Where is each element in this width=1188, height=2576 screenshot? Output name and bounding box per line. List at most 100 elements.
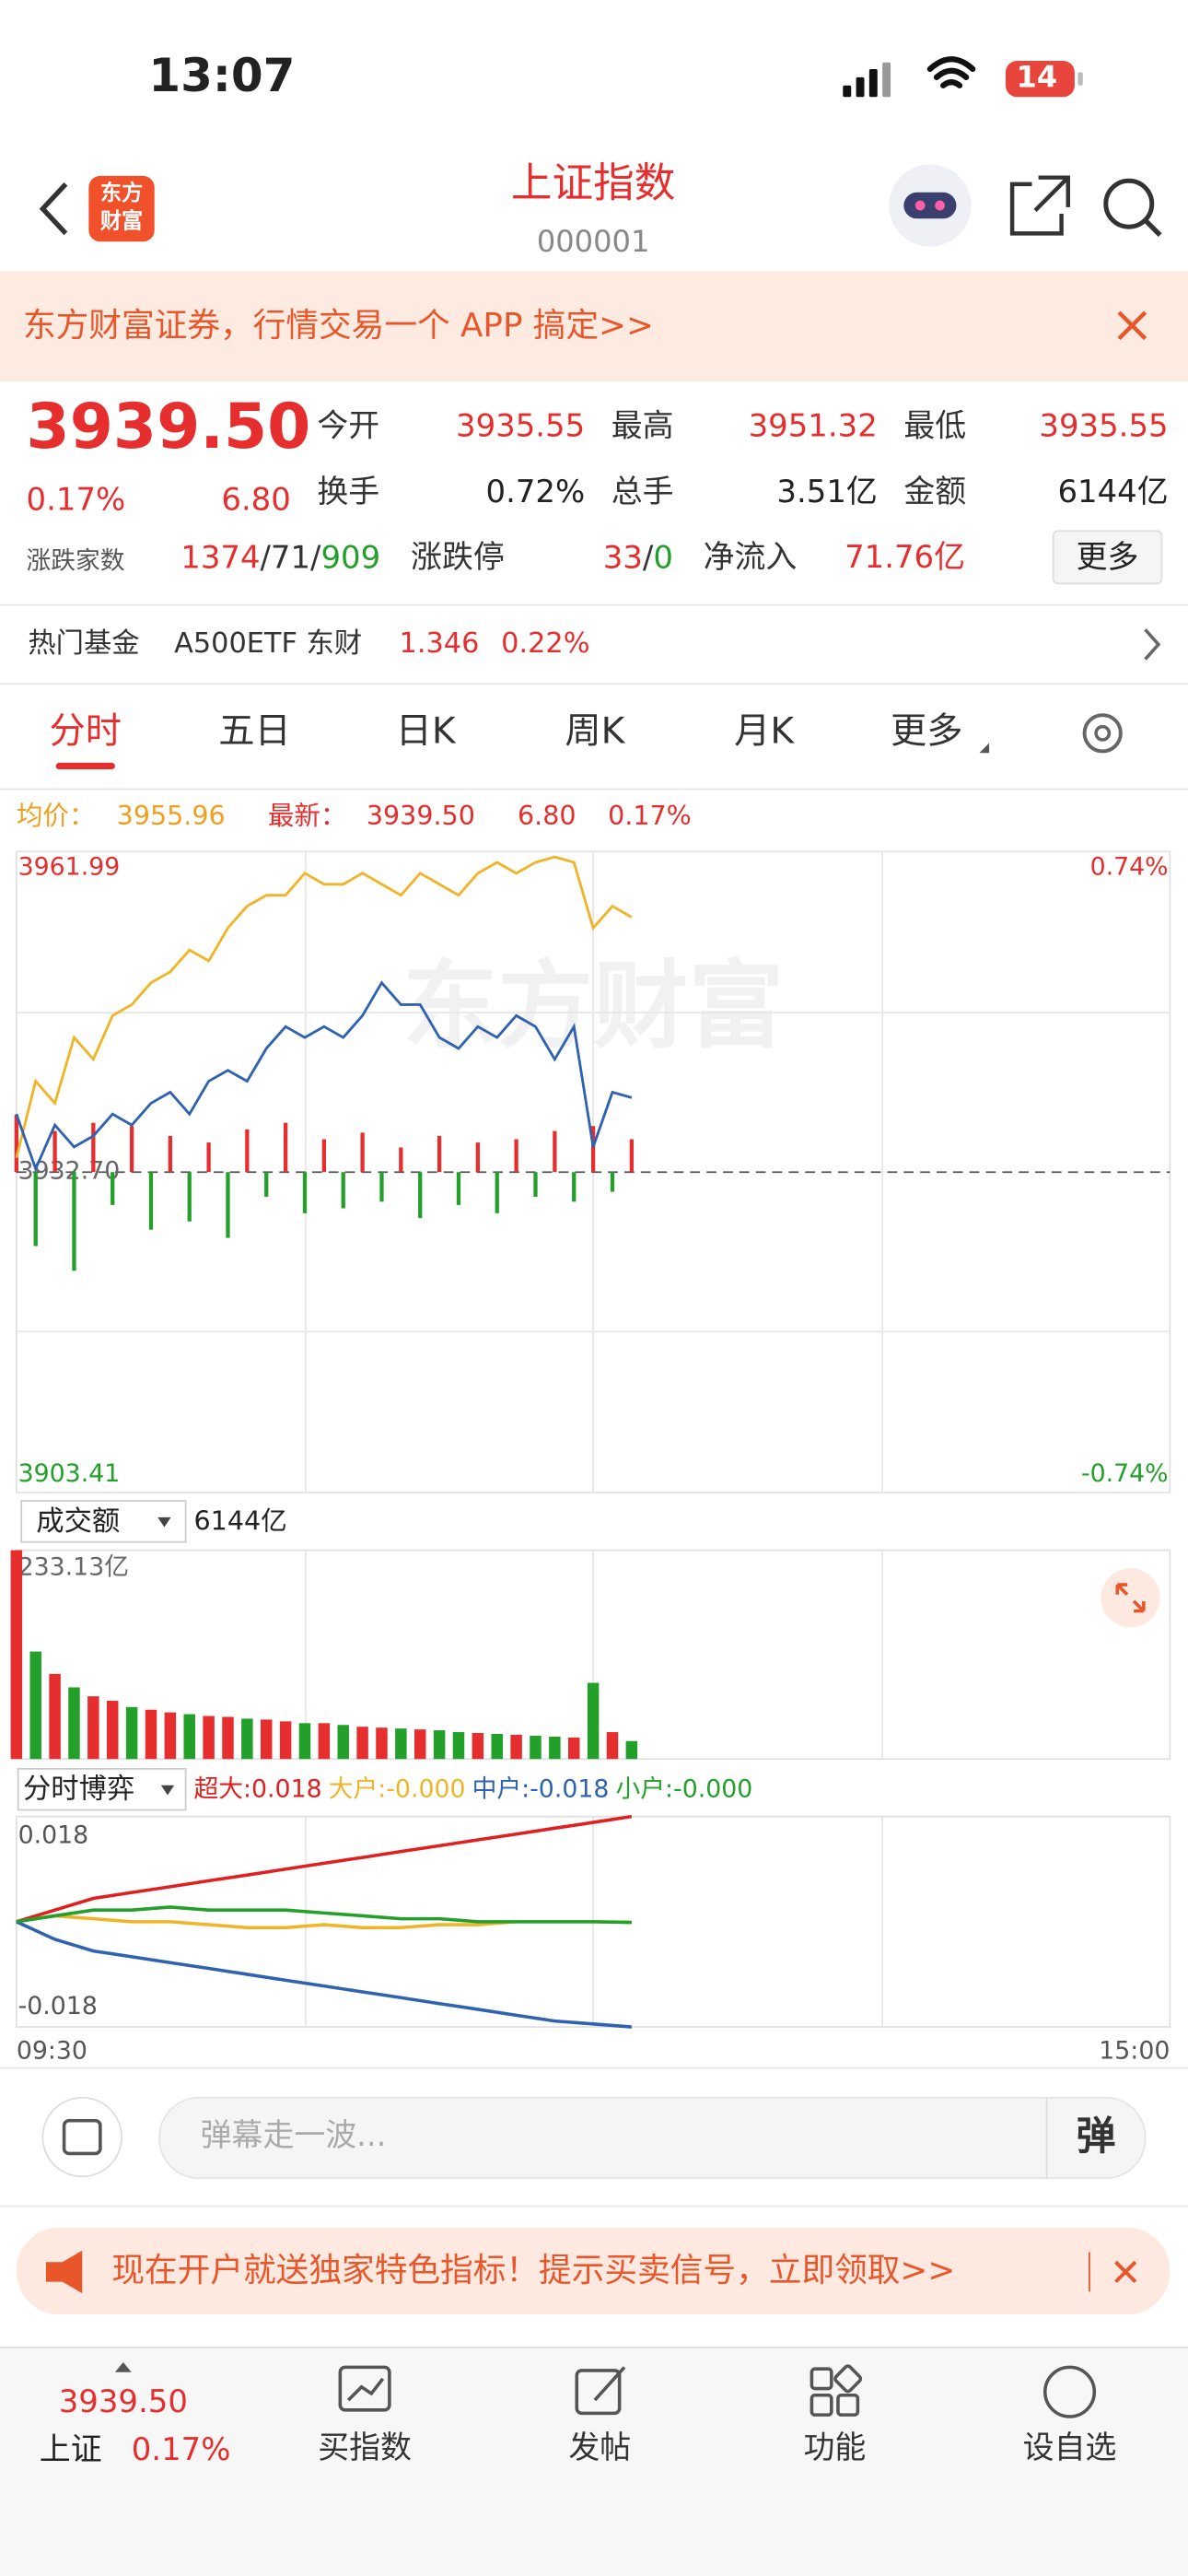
game-line (16, 1920, 632, 2029)
field-value: 0.72% (486, 474, 586, 509)
search-button[interactable] (1103, 178, 1155, 229)
battery-level: 14 (1017, 60, 1058, 95)
nav-item[interactable]: 功能 (803, 2430, 866, 2465)
flow-bar (264, 1172, 269, 1197)
tab[interactable]: 月K (734, 710, 795, 752)
turnover-bar (164, 1712, 177, 1760)
nav-item[interactable]: 设自选 (1023, 2430, 1117, 2465)
flow-bar (111, 1172, 115, 1205)
nav-price: 3939.50 (59, 2383, 188, 2419)
turnover-bar (222, 1716, 234, 1760)
part: 1374 (181, 539, 260, 575)
tab[interactable]: 日K (396, 710, 457, 752)
nav-item[interactable]: 买指数 (318, 2430, 412, 2465)
field-label: 今开 (317, 407, 379, 443)
fund-arrow[interactable] (1144, 628, 1161, 661)
settings-button[interactable] (1082, 713, 1123, 754)
collapse-arrow[interactable] (114, 2362, 132, 2372)
turnover-dropdown[interactable] (20, 1500, 187, 1543)
back-button[interactable] (39, 182, 68, 236)
field-value: 3.51亿 (776, 474, 877, 509)
ad-banner[interactable] (16, 2227, 1171, 2315)
assistant-eye (935, 200, 945, 211)
expand-button[interactable] (1101, 1568, 1160, 1628)
share-button[interactable] (1009, 175, 1070, 236)
flow-bar (206, 1142, 211, 1173)
field-value: 6144亿 (1057, 474, 1168, 509)
bottom-nav (0, 2347, 1188, 2576)
field-value: 3951.32 (749, 407, 878, 443)
flow-bar (399, 1147, 403, 1173)
quote-fields: 今开 3935.55 最高 3951.32 最低 3935.55 换手 0.72% 总手 3.51… (317, 407, 1168, 509)
flow-bar (456, 1172, 461, 1205)
banner-text: 东方财富证券，行情交易一个 APP 搞定>> (23, 307, 654, 345)
parts: 1374/71/909 (181, 539, 380, 575)
fund-change: 0.22% (501, 627, 589, 660)
nav-item[interactable]: 发帖 (568, 2430, 631, 2465)
y-tick-label: 3903.41 (18, 1459, 121, 1488)
latest-value: 3939.50 (367, 801, 475, 831)
battery-tip (1077, 72, 1083, 86)
comment-input[interactable] (158, 2096, 1147, 2180)
signal-icon (843, 62, 891, 98)
turnover-bar (625, 1740, 638, 1760)
turnover-bar (530, 1735, 542, 1760)
flow-bar (553, 1130, 557, 1173)
tab[interactable]: 更多 (891, 710, 962, 752)
part: / (643, 539, 654, 575)
turnover-bar (491, 1733, 503, 1760)
price: 3939.50 (27, 390, 311, 463)
turnover-bar (241, 1718, 253, 1760)
y-tick-label: 3961.99 (18, 853, 121, 882)
logo-text: 东方 (100, 181, 143, 205)
part: 0 (653, 539, 673, 575)
turnover-bar (68, 1687, 80, 1760)
more-button[interactable] (1052, 530, 1163, 585)
comment-menu-icon (62, 2118, 102, 2156)
turnover-bar (606, 1732, 619, 1760)
game-dropdown[interactable] (17, 1768, 187, 1811)
part: 71 (271, 539, 310, 575)
y-tick-label: 233.13亿 (18, 1553, 129, 1582)
banner[interactable] (0, 271, 1188, 381)
flow-bar (572, 1172, 577, 1202)
game-legend: 超大:0.018 (194, 1775, 322, 1804)
flow-bar (168, 1135, 172, 1173)
nav-change: 0.17% (132, 2431, 231, 2467)
limit-label: 涨跌停 (411, 539, 505, 575)
flow-bar (91, 1122, 96, 1173)
field-label: 换手 (317, 474, 379, 509)
flow-bar (437, 1135, 442, 1173)
logo-text: 财富 (100, 208, 143, 233)
danmaku-button[interactable]: 弹 (1077, 2113, 1116, 2160)
tabs: 分时 五日 日K 周K 月K 更多 (50, 710, 990, 770)
tab[interactable]: 五日 (218, 710, 290, 752)
fund-price: 1.346 (400, 627, 480, 660)
y2-tick-label: -0.74% (1081, 1459, 1169, 1488)
flow-bar (187, 1172, 192, 1222)
flow-bar (610, 1172, 615, 1192)
code: 000001 (537, 224, 650, 259)
turnover-chart: 233.13亿 (10, 1549, 1171, 1761)
banner-close[interactable] (1117, 310, 1147, 341)
turnover-bar (549, 1736, 561, 1760)
limit: 33/0 (603, 539, 673, 575)
x-tick-label: 15:00 (1099, 2036, 1170, 2065)
turnover-bar (87, 1696, 99, 1760)
flow-bar (33, 1172, 38, 1247)
turnover-bar (183, 1714, 195, 1760)
tab[interactable]: 周K (565, 710, 625, 752)
ad-close[interactable] (1114, 2260, 1137, 2283)
flow-bar (418, 1172, 423, 1219)
flow-bar (148, 1172, 154, 1230)
price-line (15, 980, 633, 1173)
comment-menu[interactable] (41, 2096, 122, 2178)
field-value: 3935.55 (1039, 407, 1168, 443)
flow-bar (14, 1114, 18, 1173)
price-line (15, 855, 633, 1159)
turnover-bar (106, 1701, 119, 1760)
status-time: 13:07 (148, 49, 295, 102)
tab[interactable]: 分时 (50, 710, 122, 752)
turnover-bar (356, 1727, 368, 1760)
turnover-bar (433, 1730, 446, 1760)
